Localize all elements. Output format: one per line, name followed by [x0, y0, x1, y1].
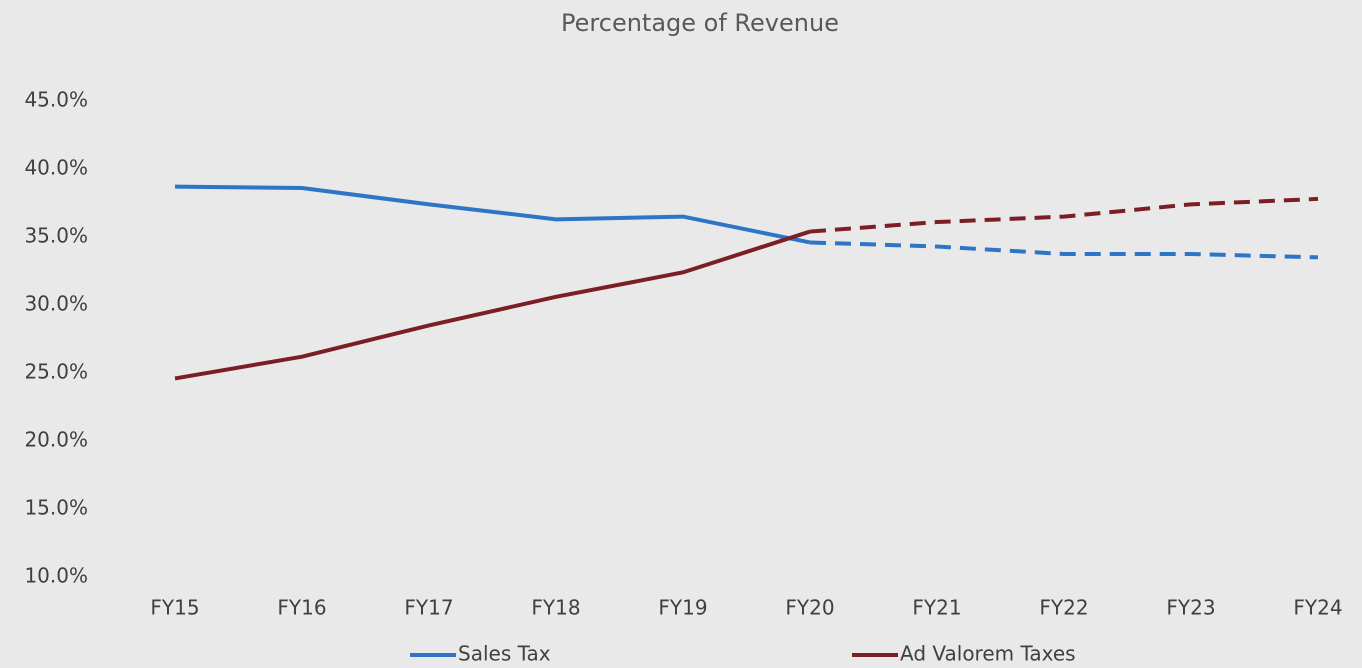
x-tick-label: FY15 — [150, 596, 199, 620]
x-tick-label: FY19 — [658, 596, 707, 620]
x-tick-label: FY23 — [1166, 596, 1215, 620]
y-tick-label: 30.0% — [24, 292, 88, 316]
series-line — [174, 184, 811, 245]
x-tick-label: FY24 — [1293, 596, 1342, 620]
forecast-line — [809, 196, 1319, 234]
y-tick-label: 10.0% — [24, 564, 88, 588]
legend-label: Sales Tax — [458, 642, 551, 666]
forecast-line — [809, 240, 1319, 260]
x-tick-label: FY20 — [785, 596, 834, 620]
x-tick-label: FY18 — [531, 596, 580, 620]
x-tick-label: FY16 — [277, 596, 326, 620]
legend-label: Ad Valorem Taxes — [900, 642, 1076, 666]
y-tick-label: 35.0% — [24, 224, 88, 248]
x-tick-label: FY17 — [404, 596, 453, 620]
x-tick-label: FY21 — [912, 596, 961, 620]
chart-title: Percentage of Revenue — [561, 9, 839, 37]
x-tick-label: FY22 — [1039, 596, 1088, 620]
y-tick-label: 20.0% — [24, 428, 88, 452]
y-tick-label: 15.0% — [24, 496, 88, 520]
y-tick-label: 40.0% — [24, 156, 88, 180]
series-line — [174, 229, 811, 381]
y-tick-label: 25.0% — [24, 360, 88, 384]
y-tick-label: 45.0% — [24, 88, 88, 112]
